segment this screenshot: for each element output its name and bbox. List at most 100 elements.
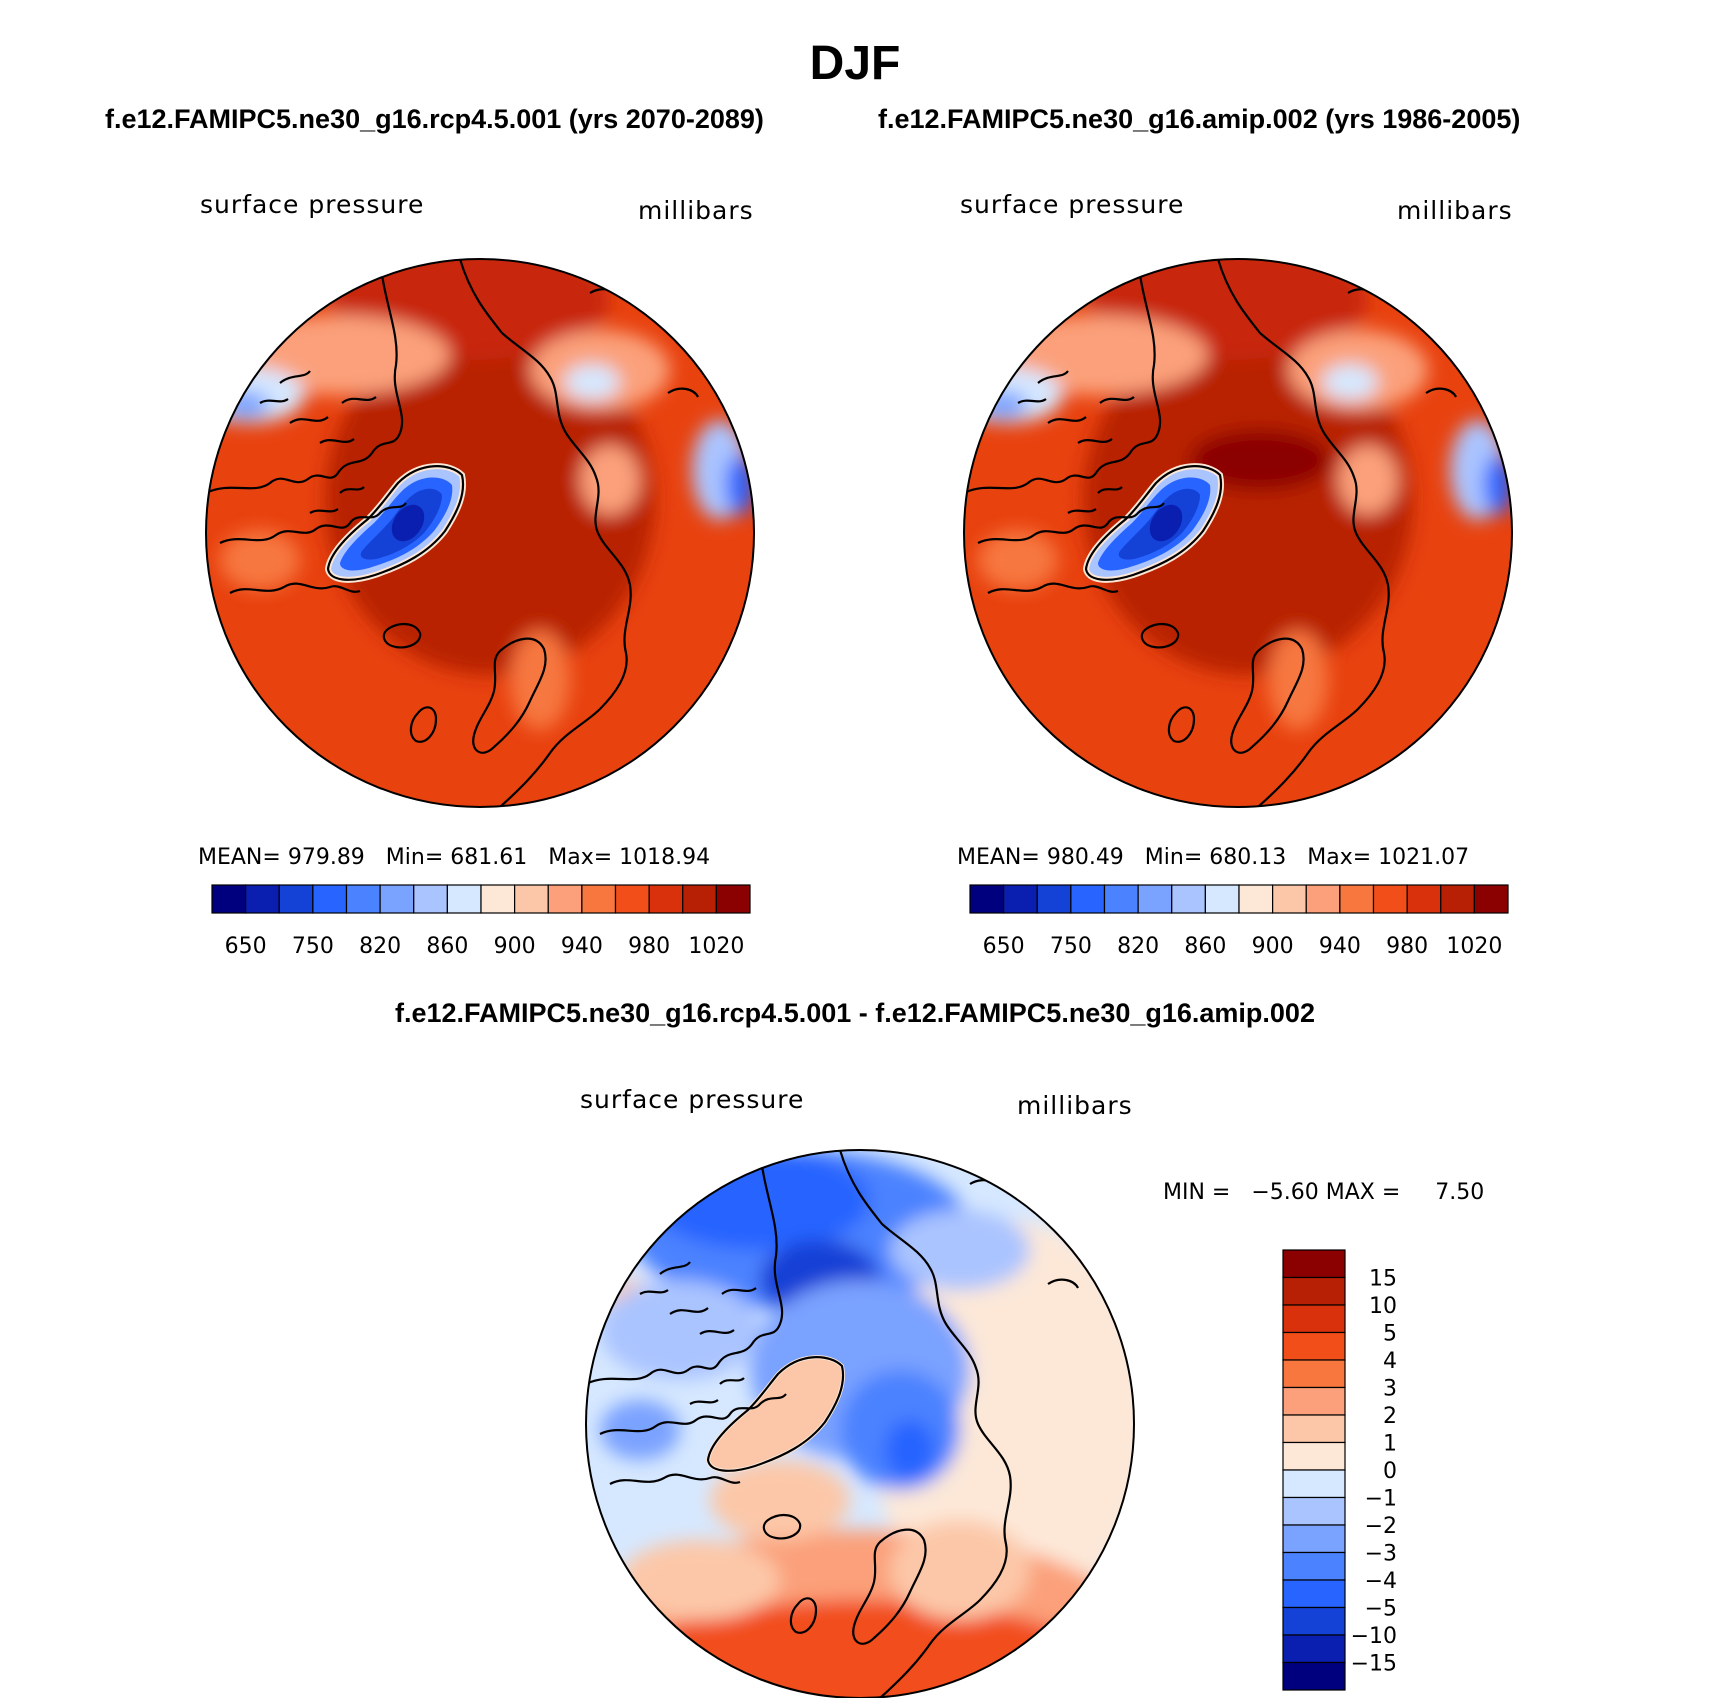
- difference-title: f.e12.FAMIPC5.ne30_g16.rcp4.5.001 - f.e1…: [395, 998, 1315, 1028]
- colorbar-tick-label: −2: [1365, 1514, 1397, 1539]
- colorbar-box: [1282, 1249, 1346, 1279]
- colorbar-tick-label: 1020: [688, 934, 744, 959]
- colorbar-tick-label: 650: [983, 934, 1025, 959]
- colorbar-tick-label: −1: [1365, 1487, 1397, 1512]
- panel-1-units-label: millibars: [638, 196, 754, 225]
- difference-map-border: [585, 1149, 1135, 1698]
- colorbar-box: [1473, 884, 1509, 914]
- colorbar-tick-label: 820: [1117, 934, 1159, 959]
- colorbar-box: [1282, 1524, 1346, 1554]
- colorbar-box: [1305, 884, 1341, 914]
- panel-1-map-border: [205, 258, 755, 808]
- colorbar-box: [245, 884, 280, 914]
- colorbar-tick-label: 4: [1383, 1349, 1397, 1374]
- colorbar-tick-label: 940: [1319, 934, 1361, 959]
- panel-1-case-title: f.e12.FAMIPC5.ne30_g16.rcp4.5.001 (yrs 2…: [105, 104, 764, 134]
- colorbar-tick-label: 650: [225, 934, 267, 959]
- colorbar-tick-label: −5: [1365, 1597, 1397, 1622]
- min-value: −5.60: [1251, 1180, 1319, 1205]
- colorbar-box: [1282, 1304, 1346, 1334]
- min-value: 680.13: [1209, 845, 1287, 870]
- colorbar-box: [1103, 884, 1139, 914]
- colorbar-box: [969, 884, 1005, 914]
- colorbar-box: [1003, 884, 1038, 914]
- colorbar-box: [211, 884, 247, 914]
- colorbar-box: [1282, 1469, 1346, 1499]
- mean-value: 979.89: [287, 845, 365, 870]
- min-label: MIN =: [1163, 1180, 1231, 1205]
- colorbar-box: [1282, 1359, 1346, 1389]
- colorbar-box: [1282, 1331, 1346, 1361]
- difference-variable-label: surface pressure: [580, 1085, 805, 1114]
- panel-2-case-title: f.e12.FAMIPC5.ne30_g16.amip.002 (yrs 198…: [878, 104, 1521, 134]
- colorbar-tick-label: 1020: [1446, 934, 1502, 959]
- max-label: Max=: [548, 845, 613, 870]
- colorbar-tick-label: 0: [1383, 1459, 1397, 1484]
- colorbar-box: [1282, 1386, 1346, 1416]
- difference-stats: MIN = −5.60 MAX = 7.50: [1163, 1180, 1484, 1205]
- colorbar-tick-label: 750: [292, 934, 334, 959]
- panel-2-colorbar: 650 750 820 860 900 940 980 1020: [969, 884, 1509, 959]
- colorbar-box: [1137, 884, 1173, 914]
- difference-units-label: millibars: [1017, 1091, 1133, 1120]
- colorbar-box: [1282, 1414, 1346, 1444]
- colorbar-box: [480, 884, 516, 914]
- colorbar-tick-label: −4: [1365, 1569, 1397, 1594]
- colorbar-box: [1282, 1661, 1346, 1691]
- mean-value: 980.49: [1046, 845, 1124, 870]
- colorbar-box: [1204, 884, 1240, 914]
- colorbar-box: [345, 884, 381, 914]
- max-value: 1018.94: [619, 845, 711, 870]
- colorbar-tick-label: 860: [426, 934, 468, 959]
- colorbar-tick-label: −10: [1351, 1624, 1397, 1649]
- colorbar-box: [1282, 1441, 1346, 1471]
- colorbar-box: [1171, 884, 1206, 914]
- colorbar-tick-label: 900: [494, 934, 536, 959]
- colorbar-box: [413, 884, 448, 914]
- max-label: MAX =: [1325, 1180, 1401, 1205]
- colorbar-box: [1406, 884, 1442, 914]
- colorbar-box: [1339, 884, 1375, 914]
- panel-2-map: [964, 259, 1512, 807]
- mean-label: MEAN=: [198, 845, 281, 870]
- panel-1-variable-label: surface pressure: [200, 190, 425, 219]
- colorbar-box: [715, 884, 751, 914]
- colorbar-box: [1282, 1634, 1346, 1664]
- min-value: 681.61: [450, 845, 528, 870]
- colorbar-tick-label: 10: [1369, 1294, 1397, 1319]
- colorbar-tick-label: 1: [1383, 1432, 1397, 1457]
- colorbar-box: [514, 884, 549, 914]
- max-label: Max=: [1307, 845, 1372, 870]
- colorbar-box: [1272, 884, 1307, 914]
- colorbar-box: [1282, 1579, 1346, 1609]
- colorbar-tick-label: −3: [1365, 1542, 1397, 1567]
- colorbar-box: [1282, 1496, 1346, 1526]
- colorbar-tick-label: 940: [561, 934, 603, 959]
- max-value: 7.50: [1435, 1180, 1485, 1205]
- colorbar-box: [1282, 1551, 1346, 1581]
- colorbar-tick-label: 900: [1252, 934, 1294, 959]
- colorbar-tick-label: 820: [359, 934, 401, 959]
- colorbar-tick-label: 980: [628, 934, 670, 959]
- colorbar-box: [547, 884, 583, 914]
- panel-1-stats: MEAN= 979.89 Min= 681.61 Max= 1018.94: [198, 845, 710, 870]
- colorbar-box: [1238, 884, 1274, 914]
- colorbar-tick-label: 980: [1386, 934, 1428, 959]
- panel-2-map-border: [963, 258, 1513, 808]
- mean-label: MEAN=: [957, 845, 1040, 870]
- colorbar-box: [648, 884, 684, 914]
- colorbar-box: [1440, 884, 1475, 914]
- colorbar-box: [312, 884, 348, 914]
- panel-1-colorbar: 650 750 820 860 900 940 980 1020: [211, 884, 751, 959]
- colorbar-box: [581, 884, 617, 914]
- colorbar-tick-label: 860: [1184, 934, 1226, 959]
- colorbar-box: [682, 884, 717, 914]
- colorbar-box: [1282, 1276, 1346, 1306]
- max-value: 1021.07: [1378, 845, 1470, 870]
- colorbar-tick-label: 15: [1369, 1267, 1397, 1292]
- panel-1-map: [206, 259, 754, 807]
- colorbar-tick-label: −15: [1351, 1652, 1397, 1677]
- colorbar-tick-label: 5: [1383, 1322, 1397, 1347]
